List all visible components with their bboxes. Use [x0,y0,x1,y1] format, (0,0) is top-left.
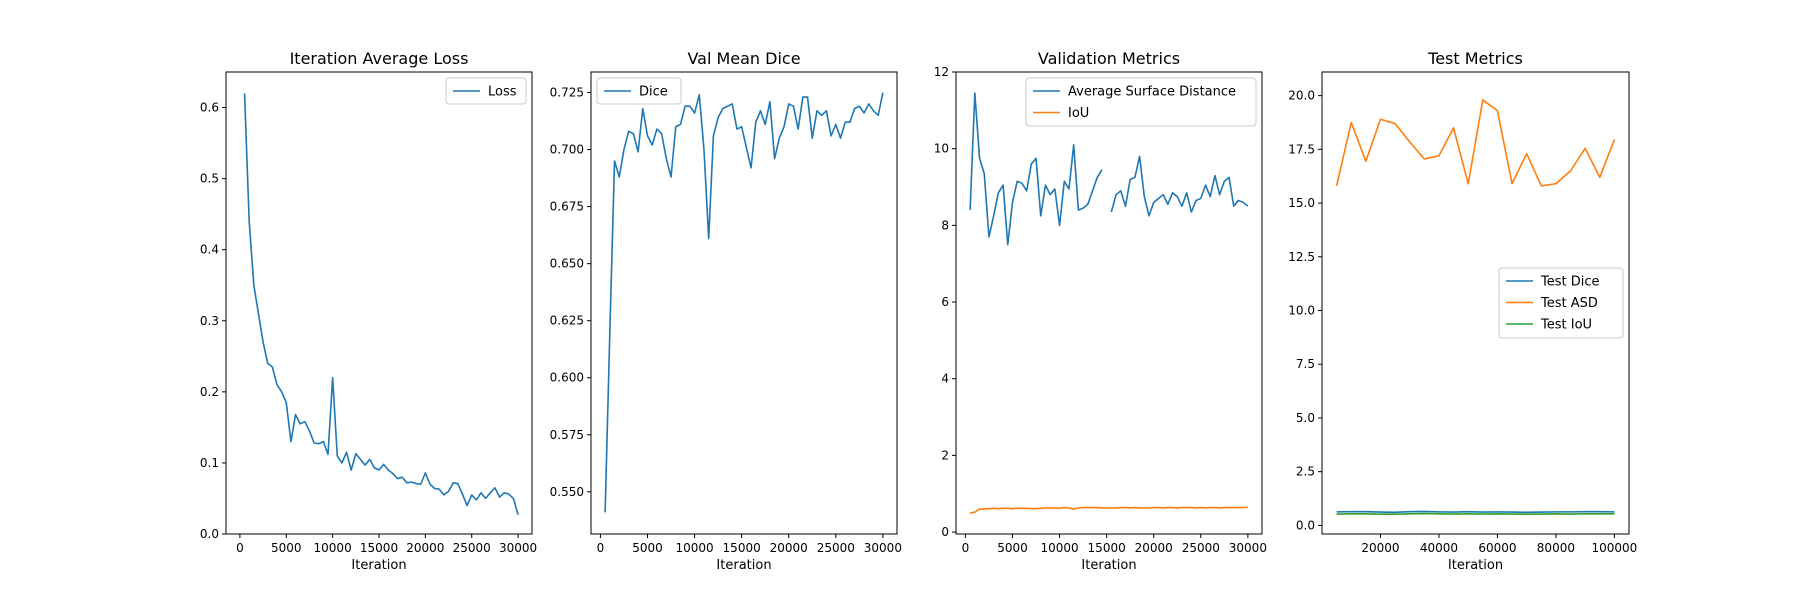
x-tick-label: 40000 [1420,541,1458,555]
series-line-loss [243,93,519,516]
chart-panel-2: 0 5000 10000 15000 20000 25000 30000 0.550 0.575… [550,49,902,573]
x-tick-label: 5000 [632,541,663,555]
chart-panel-4: 20000 40000 60000 80000 100000 0.0 2.5 5.0 7.5 10… [1288,49,1637,573]
series-line-test-dice [1336,510,1615,514]
x-tick-label: 30000 [864,541,902,555]
x-tick-label: 20000 [770,541,808,555]
y-tick-label: 0.4 [200,243,219,257]
x-axis-label: Iteration [351,558,406,573]
legend-label: Loss [488,85,517,100]
y-tick-label: 0.700 [550,143,584,157]
y-tick-label: 10.0 [1288,304,1315,318]
chart-panel-3: 0 5000 10000 15000 20000 25000 30000 0 2 4 6 8 10 12 V… [934,49,1267,573]
legend-frame [445,77,527,105]
legend: Loss [445,77,527,105]
x-tick-label: 15000 [360,541,398,555]
legend-label: Average Surface Distance [1068,85,1236,100]
chart-panel-1: 0 5000 10000 15000 20000 25000 30000 0.0 0.1 0.2 0… [200,49,537,573]
y-tick-label: 0.575 [550,428,584,442]
x-tick-label: 100000 [1591,541,1637,555]
series-line-iou [969,506,1248,514]
x-axis-label: Iteration [1081,558,1136,573]
x-axis-label: Iteration [1448,558,1503,573]
chart-title: Validation Metrics [1038,49,1180,68]
legend-label: Test ASD [1540,296,1598,311]
x-tick-label: 60000 [1478,541,1516,555]
series-line-average-surface-distance [969,92,1249,246]
y-tick-label: 0 [941,525,949,539]
y-tick-label: 0.550 [550,485,584,499]
x-tick-label: 20000 [406,541,444,555]
x-tick-label: 5000 [997,541,1028,555]
series-line-dice [604,92,884,513]
legend-frame [596,77,682,105]
x-tick-label: 25000 [1182,541,1220,555]
series-line-test-iou [1336,512,1615,516]
x-tick-label: 15000 [723,541,761,555]
plot-frame [1321,71,1630,535]
y-tick-label: 12 [934,65,949,79]
x-tick-label: 20000 [1135,541,1173,555]
y-tick-label: 17.5 [1288,142,1315,156]
plot-frame [590,71,898,535]
x-tick-label: 25000 [453,541,491,555]
y-tick-label: 2.5 [1296,465,1315,479]
chart-title: Iteration Average Loss [290,49,469,68]
y-tick-label: 0.650 [550,257,584,271]
y-tick-label: 0.0 [1296,518,1315,532]
y-tick-label: 0.6 [200,101,219,115]
y-tick-label: 4 [941,372,949,386]
legend: Dice [596,77,682,105]
x-tick-label: 10000 [314,541,352,555]
y-tick-label: 2 [941,448,949,462]
chart-title: Test Metrics [1427,49,1523,68]
y-tick-label: 0.3 [200,314,219,328]
y-tick-label: 5.0 [1296,411,1315,425]
y-tick-label: 0.2 [200,385,219,399]
y-tick-label: 15.0 [1288,196,1315,210]
series-line-test-asd [1335,99,1616,187]
legend: Average Surface Distance IoU [1025,77,1257,127]
legend-label: Test Dice [1540,275,1600,290]
x-axis-label: Iteration [716,558,771,573]
legend-frame [1025,77,1257,127]
x-tick-label: 10000 [675,541,713,555]
y-tick-label: 20.0 [1288,89,1315,103]
legend-label: Test IoU [1540,318,1592,333]
y-tick-label: 0.1 [200,456,219,470]
y-tick-label: 0.725 [550,86,584,100]
x-tick-label: 5000 [271,541,302,555]
legend-frame [1498,267,1624,339]
x-tick-label: 30000 [1229,541,1267,555]
y-tick-label: 10 [934,142,949,156]
y-tick-label: 7.5 [1296,357,1315,371]
y-tick-label: 0.5 [200,172,219,186]
y-tick-label: 0.600 [550,371,584,385]
y-tick-label: 8 [941,218,949,232]
x-tick-label: 25000 [817,541,855,555]
plot-frame [225,71,533,535]
x-tick-label: 30000 [499,541,537,555]
y-tick-label: 0.675 [550,200,584,214]
x-tick-label: 20000 [1361,541,1399,555]
legend-label: IoU [1068,106,1089,121]
y-tick-label: 6 [941,295,949,309]
y-tick-label: 0.0 [200,527,219,541]
y-tick-label: 12.5 [1288,250,1315,264]
x-tick-label: 0 [236,541,244,555]
x-tick-label: 15000 [1088,541,1126,555]
y-tick-label: 0.625 [550,314,584,328]
x-tick-label: 10000 [1040,541,1078,555]
x-tick-label: 0 [962,541,970,555]
legend-label: Dice [639,85,668,100]
chart-title: Val Mean Dice [687,49,800,68]
x-tick-label: 80000 [1537,541,1575,555]
x-tick-label: 0 [597,541,605,555]
plot-frame [955,71,1263,535]
legend: Test Dice Test ASD Test IoU [1498,267,1624,339]
